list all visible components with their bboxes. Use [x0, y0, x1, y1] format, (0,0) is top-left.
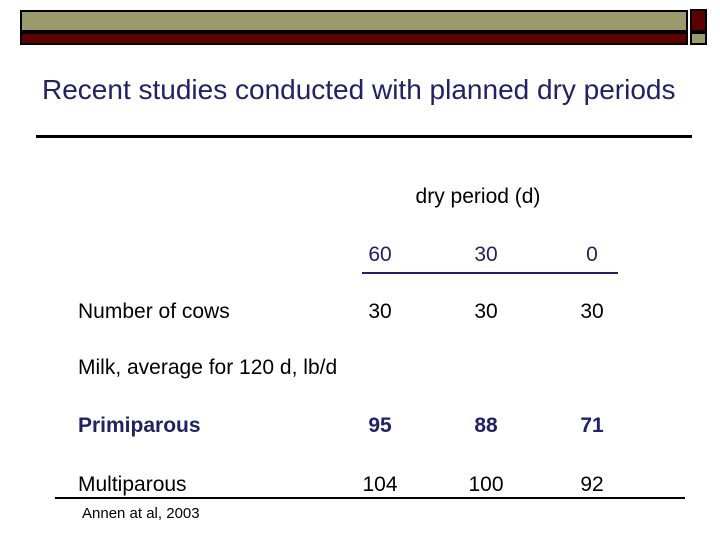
table-row: Multiparous 104 100 92 [0, 473, 720, 497]
cell-value: 71 [580, 414, 604, 437]
cell-value: 88 [474, 414, 498, 437]
column-headers-underline [362, 272, 618, 274]
cell-value: 92 [580, 473, 604, 496]
citation: Annen at al, 2003 [82, 505, 200, 522]
banner-square-red [690, 9, 707, 32]
section-label: Milk, average for 120 d, lb/d [78, 356, 338, 379]
cell-value: 30 [474, 300, 498, 323]
table-section-row: Milk, average for 120 d, lb/d [0, 356, 720, 380]
cell-value: 95 [368, 414, 392, 437]
table-row: Number of cows 30 30 30 [0, 300, 720, 324]
column-group-label: dry period (d) [415, 185, 541, 208]
title-underline [36, 135, 692, 138]
banner-square-khaki [690, 32, 707, 45]
cell-value: 30 [580, 300, 604, 323]
banner-bar-khaki [20, 10, 688, 32]
cell-value: 30 [368, 300, 392, 323]
slide-title: Recent studies conducted with planned dr… [42, 74, 676, 105]
column-header: 60 [368, 243, 392, 266]
row-label: Number of cows [78, 300, 230, 323]
table-row: Primiparous 95 88 71 [0, 414, 720, 438]
table-column-headers: 60 30 0 [0, 243, 720, 267]
column-header: 30 [474, 243, 498, 266]
cell-value: 100 [468, 473, 504, 496]
banner-bar-red [20, 32, 688, 45]
column-header: 0 [586, 243, 598, 266]
row-label: Primiparous [78, 414, 201, 437]
table-column-group: dry period (d) [0, 185, 720, 209]
row-label: Multiparous [78, 473, 187, 496]
cell-value: 104 [362, 473, 398, 496]
table-bottom-rule [55, 497, 685, 499]
